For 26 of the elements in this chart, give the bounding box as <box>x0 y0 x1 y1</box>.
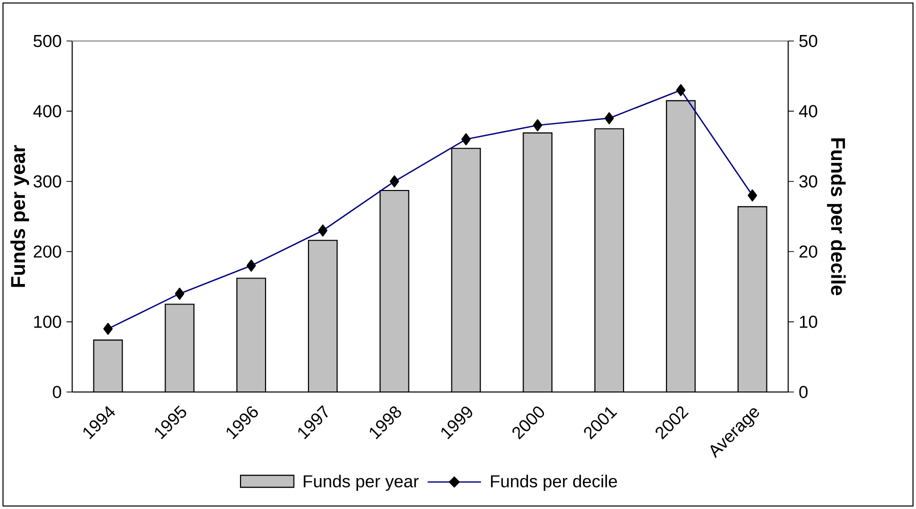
bar <box>738 206 768 392</box>
y-tick-label: 200 <box>34 245 62 258</box>
legend-label: Funds per decile <box>491 474 617 491</box>
y2-tick-label: 20 <box>799 245 818 258</box>
y-tick-label: 100 <box>34 316 62 328</box>
y-tick-label: 0 <box>52 386 62 398</box>
y-axis-title: Funds per year <box>10 145 30 287</box>
bar <box>308 240 338 392</box>
y2-tick-label: 50 <box>799 34 818 48</box>
bar <box>523 132 552 392</box>
y2-tick-label: 40 <box>799 105 818 118</box>
y2-tick-label: 30 <box>799 175 818 188</box>
y-tick-label: 300 <box>34 175 62 188</box>
bar <box>380 190 409 392</box>
y-tick-label: 500 <box>34 34 62 48</box>
bar <box>236 278 266 392</box>
bar <box>165 304 194 392</box>
y2-axis-title: Funds per decile <box>827 138 846 296</box>
bar <box>666 100 696 392</box>
y-tick-label: 400 <box>33 105 62 118</box>
bar <box>594 128 624 392</box>
bar <box>452 148 480 392</box>
y2-tick-label: 10 <box>800 316 818 328</box>
legend-label: Funds per year <box>304 474 419 491</box>
bar <box>94 340 122 392</box>
y2-tick-label: 0 <box>799 386 808 398</box>
